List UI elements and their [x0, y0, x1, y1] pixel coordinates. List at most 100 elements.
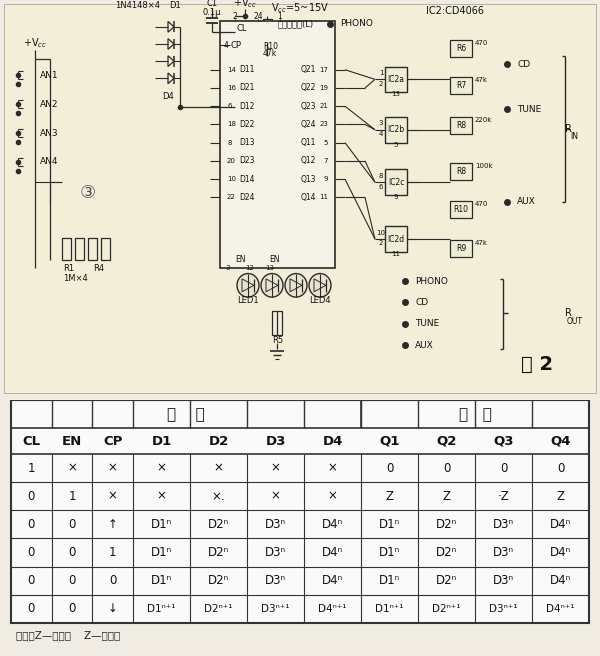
Text: D2ⁿ: D2ⁿ [436, 546, 457, 559]
Text: R6: R6 [456, 44, 466, 52]
Bar [11, 400, 589, 623]
Text: CL: CL [22, 435, 40, 448]
Text: 2: 2 [379, 241, 383, 247]
Bar [450, 163, 472, 180]
Text: D2ⁿ⁺¹: D2ⁿ⁺¹ [205, 604, 233, 613]
Text: AN1: AN1 [40, 71, 59, 79]
Text: 6: 6 [379, 184, 383, 190]
Text: 4: 4 [224, 41, 229, 50]
Text: Q2: Q2 [436, 435, 457, 448]
Bar [75, 238, 84, 260]
Text: TUNE: TUNE [517, 105, 541, 114]
Text: D1ⁿ: D1ⁿ [151, 518, 172, 531]
Text: CP: CP [103, 435, 122, 448]
Text: D22: D22 [239, 120, 254, 129]
Text: ×: × [328, 462, 337, 475]
Text: 0: 0 [28, 546, 35, 559]
Text: ×: × [271, 462, 281, 475]
Text: Z: Z [386, 490, 394, 503]
Text: ③: ③ [80, 184, 96, 202]
Text: 16: 16 [227, 85, 236, 91]
Text: 24: 24 [253, 12, 263, 20]
Text: ↑: ↑ [108, 518, 118, 531]
Text: 2: 2 [233, 12, 238, 20]
Text: D4ⁿ: D4ⁿ [322, 546, 343, 559]
Text: 4: 4 [379, 131, 383, 137]
Text: R8: R8 [456, 167, 466, 176]
Text: Q11: Q11 [301, 138, 316, 147]
Text: 23: 23 [319, 121, 328, 127]
Text: Q4: Q4 [550, 435, 571, 448]
Circle shape [309, 274, 331, 297]
Text: AUX: AUX [517, 197, 536, 206]
Text: 47k: 47k [475, 241, 488, 247]
Text: D2ⁿ: D2ⁿ [208, 546, 229, 559]
Text: 5: 5 [323, 140, 328, 146]
Text: 10: 10 [377, 230, 386, 236]
Text: R4: R4 [93, 264, 104, 273]
Text: ×: × [271, 490, 281, 503]
Text: D3ⁿ: D3ⁿ [493, 518, 514, 531]
Text: R9: R9 [456, 244, 466, 253]
Text: D4ⁿ: D4ⁿ [322, 518, 343, 531]
Text: AN2: AN2 [40, 100, 59, 108]
Text: 470: 470 [475, 201, 488, 207]
Text: 47k: 47k [263, 49, 277, 58]
Text: 表 2: 表 2 [521, 355, 553, 374]
Text: 去另一声道(L): 去另一声道(L) [278, 19, 314, 28]
Text: R8: R8 [456, 121, 466, 130]
Text: D3: D3 [265, 435, 286, 448]
Text: D24: D24 [239, 193, 255, 202]
Text: Q24: Q24 [300, 120, 316, 129]
Text: D4ⁿ: D4ⁿ [550, 574, 571, 587]
Bar [88, 238, 97, 260]
Bar [385, 169, 407, 195]
Text: Z: Z [443, 490, 451, 503]
Text: R: R [565, 124, 571, 134]
Text: D1ⁿ: D1ⁿ [151, 574, 172, 587]
Text: ·Z: ·Z [497, 490, 509, 503]
Text: Q12: Q12 [301, 156, 316, 165]
Text: 0: 0 [28, 602, 35, 615]
Text: D1ⁿ⁺¹: D1ⁿ⁺¹ [148, 604, 176, 613]
Bar [450, 240, 472, 257]
Text: ×: × [108, 490, 118, 503]
Bar [101, 238, 110, 260]
Text: D4ⁿ⁺¹: D4ⁿ⁺¹ [546, 604, 575, 613]
Text: D2ⁿ: D2ⁿ [436, 518, 457, 531]
Text: 3: 3 [379, 120, 383, 127]
Text: 18: 18 [227, 121, 236, 127]
Text: 输   出: 输 出 [458, 407, 491, 422]
Text: 9: 9 [394, 194, 398, 200]
Text: 100k: 100k [475, 163, 493, 169]
Text: D4ⁿ: D4ⁿ [322, 574, 343, 587]
Text: 输    入: 输 入 [167, 407, 205, 422]
Text: ×: × [67, 462, 77, 475]
Text: D3ⁿ: D3ⁿ [493, 546, 514, 559]
Bar [385, 117, 407, 142]
Text: D1ⁿ: D1ⁿ [379, 546, 400, 559]
Text: D14: D14 [239, 174, 255, 184]
Text: ↓: ↓ [108, 602, 118, 615]
Text: IC2a: IC2a [388, 75, 404, 84]
Text: PHONO: PHONO [340, 19, 373, 28]
Bar [263, 19, 272, 43]
Text: 9: 9 [323, 176, 328, 182]
Text: D4ⁿ: D4ⁿ [550, 518, 571, 531]
Text: C1: C1 [206, 0, 218, 8]
Text: Q23: Q23 [300, 102, 316, 111]
Text: 0: 0 [28, 574, 35, 587]
Text: 0: 0 [68, 518, 76, 531]
Text: Z: Z [556, 490, 565, 503]
Text: D12: D12 [239, 102, 254, 111]
Bar [450, 117, 472, 134]
Text: TUNE: TUNE [415, 319, 439, 329]
Text: ×: × [214, 462, 224, 475]
Text: +V$_{cc}$: +V$_{cc}$ [23, 36, 47, 50]
Text: 13: 13 [392, 91, 401, 97]
Text: D2ⁿ⁺¹: D2ⁿ⁺¹ [432, 604, 461, 613]
Text: 6: 6 [227, 103, 232, 109]
Text: R5: R5 [272, 335, 283, 344]
Text: R: R [565, 308, 571, 318]
Text: 20: 20 [227, 158, 236, 164]
